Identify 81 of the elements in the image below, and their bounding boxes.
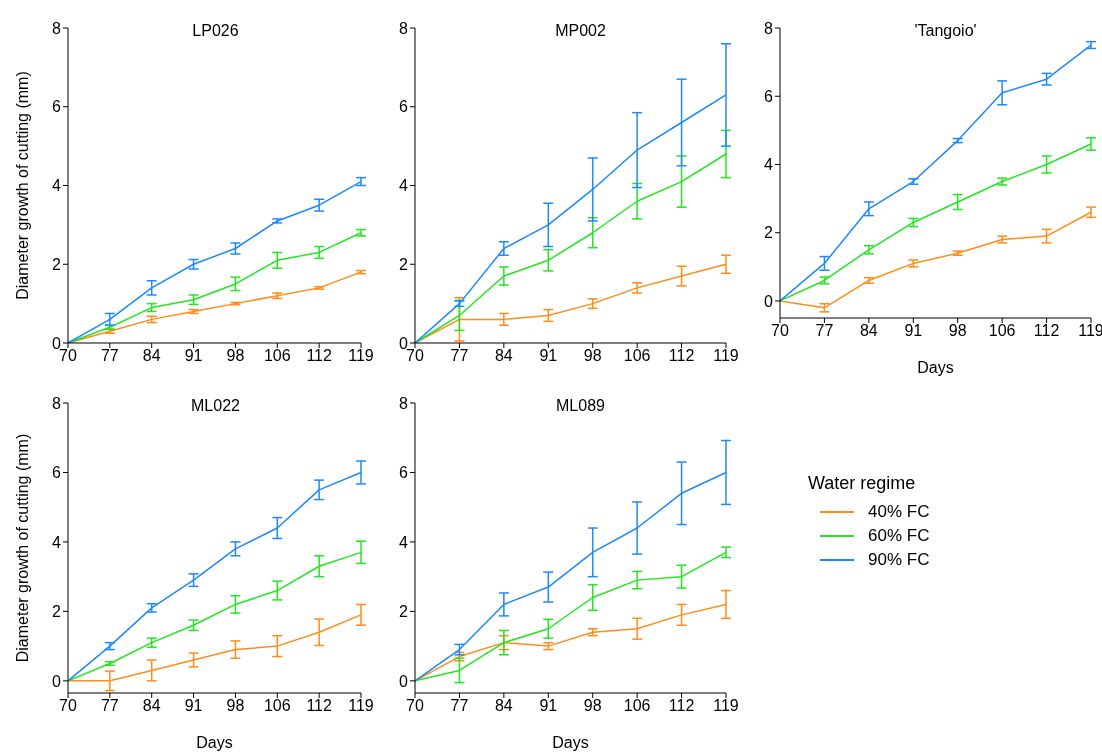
x-tick-label: 84: [494, 697, 513, 715]
y-tick-label: 8: [52, 394, 62, 412]
x-tick-label: 106: [988, 322, 1016, 340]
chart-title: ML022: [190, 397, 241, 415]
x-axis-title: Days: [917, 359, 954, 376]
line-series: [779, 211, 1092, 309]
x-tick-label: 119: [348, 347, 374, 365]
x-tick-label: 91: [539, 697, 558, 715]
x-tick-label: 106: [263, 347, 291, 365]
x-tick-label: 70: [406, 347, 424, 365]
y-tick-label: 8: [399, 19, 409, 37]
x-tick-label: 91: [904, 322, 923, 340]
x-tick-label: 70: [59, 697, 77, 715]
legend-label: 40% FC: [868, 502, 930, 522]
y-tick-label: 4: [764, 156, 774, 174]
x-tick-label: 77: [450, 697, 469, 715]
x-axis-title: Days: [552, 734, 589, 751]
y-tick-label: 2: [399, 255, 409, 273]
y-tick-label: 4: [399, 533, 409, 551]
x-tick-label: 84: [859, 322, 878, 340]
x-tick-label: 84: [142, 697, 161, 715]
y-tick-label: 0: [52, 672, 62, 690]
line-series: [779, 44, 1092, 302]
x-tick-label: 119: [713, 347, 739, 365]
y-tick-label: 6: [399, 464, 409, 482]
chart-title: ML089: [555, 397, 606, 415]
x-tick-label: 106: [623, 347, 651, 365]
legend-label: 90% FC: [868, 550, 930, 570]
x-tick-label: 98: [226, 347, 245, 365]
x-tick-label: 70: [59, 347, 77, 365]
x-tick-label: 98: [583, 347, 602, 365]
y-tick-label: 8: [399, 394, 409, 412]
y-tick-label: 8: [764, 19, 774, 37]
x-tick-label: 98: [583, 697, 602, 715]
y-tick-label: 0: [764, 292, 774, 310]
y-tick-label: 6: [52, 464, 62, 482]
y-tick-label: 2: [52, 603, 62, 621]
x-tick-label: 112: [668, 697, 695, 715]
x-tick-label: 112: [306, 697, 332, 715]
y-tick-label: 4: [399, 177, 409, 195]
x-tick-label: 77: [100, 697, 119, 715]
x-tick-label: 112: [1033, 322, 1060, 340]
y-tick-label: 4: [52, 177, 62, 195]
x-tick-label: 70: [771, 322, 789, 340]
x-tick-label: 119: [348, 697, 374, 715]
x-tick-label: 91: [184, 347, 203, 365]
x-tick-label: 84: [494, 347, 513, 365]
x-tick-label: 84: [142, 347, 161, 365]
y-tick-label: 6: [52, 98, 62, 116]
y-tick-label: 2: [764, 224, 774, 242]
x-tick-label: 106: [263, 697, 291, 715]
chart-title: 'Tangoio': [913, 22, 978, 40]
y-tick-label: 6: [764, 87, 774, 105]
x-tick-label: 106: [623, 697, 651, 715]
y-tick-label: 4: [52, 533, 62, 551]
line-series: [414, 551, 727, 682]
x-tick-label: 119: [713, 697, 739, 715]
legend-label: 60% FC: [868, 526, 930, 546]
y-tick-label: 0: [399, 334, 409, 352]
x-tick-label: 77: [450, 347, 469, 365]
x-tick-label: 77: [815, 322, 834, 340]
y-tick-label: 0: [399, 672, 409, 690]
x-tick-label: 98: [226, 697, 245, 715]
y-tick-label: 6: [399, 98, 409, 116]
chart-title: MP002: [554, 22, 607, 40]
x-tick-label: 112: [306, 347, 332, 365]
x-tick-label: 77: [100, 347, 119, 365]
x-tick-label: 91: [184, 697, 203, 715]
y-tick-label: 2: [399, 603, 409, 621]
y-tick-label: 0: [52, 334, 62, 352]
x-tick-label: 91: [539, 347, 558, 365]
x-tick-label: 70: [406, 697, 424, 715]
x-tick-label: 98: [948, 322, 967, 340]
x-axis-title: Days: [196, 734, 233, 751]
y-axis-title: Diameter growth of cutting (mm): [13, 433, 31, 663]
legend-title: Water regime: [808, 473, 917, 494]
y-axis-title: Diameter growth of cutting (mm): [13, 71, 31, 300]
chart-title: LP026: [191, 22, 240, 40]
y-tick-label: 2: [52, 255, 62, 273]
y-tick-label: 8: [52, 19, 62, 37]
x-tick-label: 112: [668, 347, 695, 365]
